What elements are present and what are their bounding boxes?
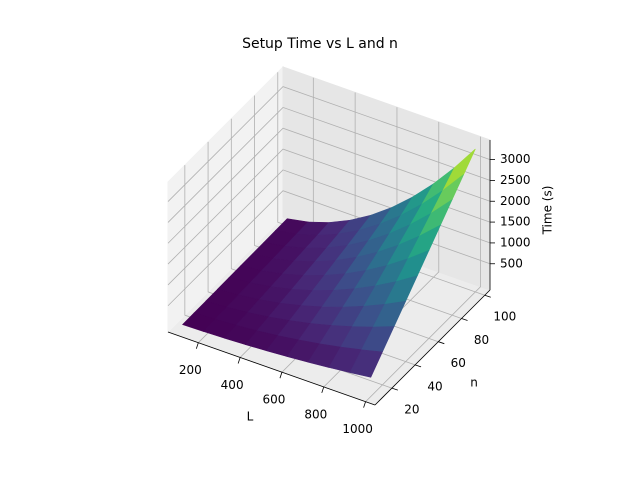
y-tick	[438, 341, 445, 345]
x-tick	[363, 401, 366, 408]
axes: 200 400 600 800 1000 20 40 60 80 100 500 1000 1500 20…	[167, 140, 531, 436]
z-tick-label: 2500	[500, 173, 531, 187]
z-tick-label: 3000	[500, 152, 531, 166]
x-tick	[237, 357, 241, 364]
surface	[182, 148, 476, 378]
y-tick	[391, 387, 398, 391]
x-axis-line	[167, 331, 376, 406]
x-tick	[321, 386, 325, 394]
x-tick-label: 400	[221, 378, 244, 392]
z-tick-label: 1500	[500, 215, 531, 229]
x-tick	[279, 372, 283, 379]
grid-line	[167, 127, 491, 244]
x-tick-label: 800	[304, 407, 327, 421]
y-tick-label: 100	[493, 310, 516, 324]
y-tick	[484, 294, 491, 298]
y-tick-label: 20	[404, 403, 419, 417]
y-tick	[461, 318, 468, 321]
surface-patch	[349, 349, 383, 378]
x-tick-label: 1000	[342, 422, 373, 436]
x-tick-label: 200	[179, 363, 202, 377]
z-axis-label: Time (s)	[541, 186, 555, 236]
grid-line	[167, 86, 491, 202]
grid-line	[365, 136, 481, 402]
x-tick-label: 600	[263, 393, 286, 407]
y-tick	[414, 364, 422, 368]
z-tick-label: 500	[500, 256, 523, 270]
chart-title: Setup Time vs L and n	[242, 36, 398, 52]
y-tick-label: 80	[474, 333, 489, 347]
y-axis-line	[374, 289, 491, 406]
z-tick-label: 2000	[500, 194, 531, 208]
x-axis-label: L	[247, 410, 254, 424]
x-tick	[195, 342, 199, 349]
grid-line	[167, 106, 491, 223]
y-tick-label: 40	[427, 379, 442, 393]
y-axis-label: n	[470, 376, 478, 390]
y-tick-label: 60	[451, 356, 466, 370]
z-tick-label: 1000	[500, 235, 531, 249]
